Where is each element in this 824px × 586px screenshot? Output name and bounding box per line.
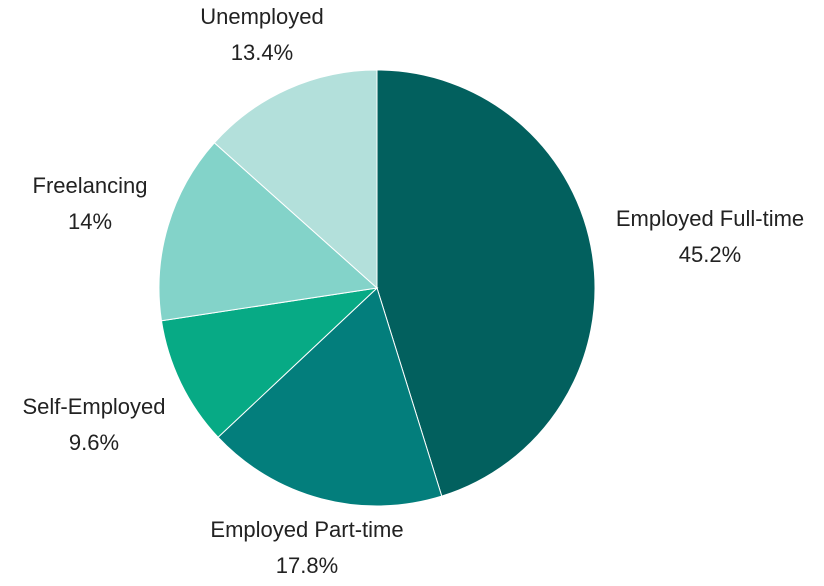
slice-value-label: 17.8% [276,553,338,578]
slice-labels: Employed Full-time 45.2% Employed Part-tim… [22,4,804,578]
slice-value-label: 45.2% [679,242,741,267]
slice-label: Unemployed [200,4,324,29]
pie-slices [158,69,596,507]
pie-slice-employed-full-time [376,69,596,497]
pie-slice-freelancing [158,142,379,322]
slice-label: Freelancing [33,173,148,198]
slice-label: Employed Full-time [616,206,804,231]
pie-slice-employed-part-time [217,287,443,507]
pie-slice-self-employed [160,287,379,438]
slice-label: Employed Part-time [210,517,403,542]
pie-slice-unemployed [213,69,378,290]
slice-label: Self-Employed [22,394,165,419]
slice-value-label: 13.4% [231,40,293,65]
slice-value-label: 14% [68,209,112,234]
slice-value-label: 9.6% [69,430,119,455]
